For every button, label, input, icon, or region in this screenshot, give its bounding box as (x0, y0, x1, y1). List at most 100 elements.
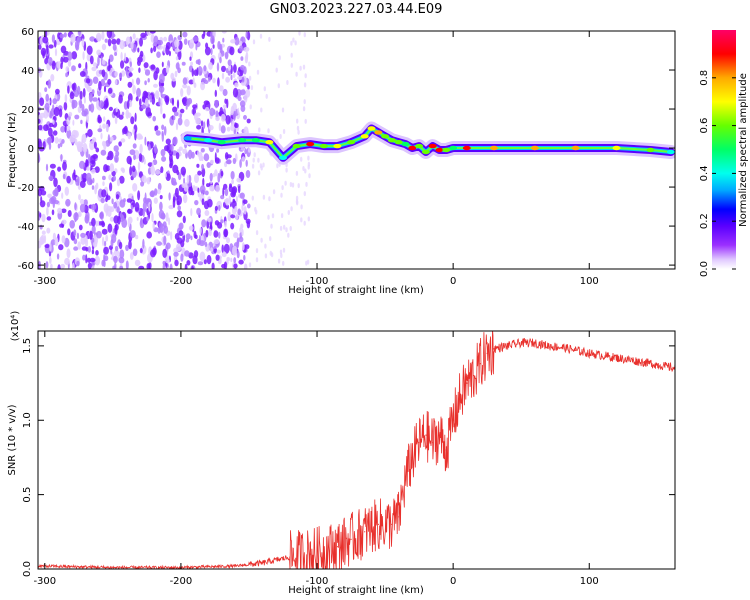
x-tick-label: 100 (580, 276, 599, 287)
snr-point (473, 375, 475, 377)
x-tick-label: 0 (450, 576, 456, 587)
colorbar-label: Normalized spectral amplitude (738, 73, 749, 227)
spectrogram-y-label: Frequency (Hz) (7, 112, 18, 188)
spectrogram-frame (37, 30, 676, 270)
y-tick-label: 20 (21, 105, 34, 116)
snr-point (643, 361, 645, 363)
snr-point (323, 550, 325, 552)
ridge-point (442, 147, 451, 153)
y-tick-label: 0.0 (22, 561, 33, 577)
x-tick-label: -200 (170, 276, 193, 287)
ridge-point (217, 140, 226, 145)
ridge-point (394, 140, 403, 145)
snr-point (438, 434, 441, 436)
snr-point (575, 349, 577, 351)
ridge-point (381, 134, 390, 139)
snr-point (364, 531, 366, 533)
snr-point (432, 442, 434, 444)
colorbar-gradient-bar (712, 30, 736, 269)
snr-point (398, 516, 400, 518)
snr-point (520, 342, 522, 344)
snr-x-ticks: -300 -200 -100 0 100 (33, 331, 599, 587)
ridge-point (204, 138, 213, 143)
ridge-point (347, 140, 356, 145)
snr-y-label: SNR (10 * v/v) (7, 404, 18, 475)
snr-point (336, 546, 338, 548)
snr-point (445, 449, 447, 451)
snr-point (507, 345, 509, 347)
snr-point (588, 352, 590, 354)
snr-y-ticks: 0.0 0.5 1.0 1.5 (22, 338, 675, 577)
colorbar-tick-label: 0.2 (699, 213, 710, 229)
snr-point (411, 456, 413, 458)
snr-point (452, 419, 454, 421)
ridge-point (238, 138, 247, 143)
x-tick-label: -200 (170, 576, 193, 587)
colorbar-tick-label: 0.4 (699, 165, 710, 181)
snr-multiplier: (x10⁴) (10, 311, 21, 342)
ridge-point (421, 149, 430, 155)
ridge-point (333, 143, 342, 149)
x-tick-label: 100 (580, 576, 599, 587)
snr-point (262, 562, 264, 564)
ridge-point (183, 136, 192, 141)
ridge-point (530, 145, 539, 151)
x-tick-label: -100 (306, 576, 329, 587)
snr-point (350, 538, 352, 540)
snr-point (309, 553, 311, 555)
snr-point (112, 566, 114, 569)
snr-point (479, 363, 481, 365)
ridge-point (408, 145, 417, 151)
ridge-point (292, 143, 301, 149)
snr-point (377, 523, 379, 526)
ridge-point (571, 145, 580, 151)
ridge-point (265, 140, 274, 145)
y-tick-label: -60 (18, 261, 34, 272)
x-tick-label: -100 (306, 276, 329, 287)
snr-point (404, 479, 407, 481)
ridge-point (387, 138, 396, 143)
snr-background (38, 331, 675, 569)
snr-point (418, 442, 420, 444)
snr-point (534, 342, 536, 344)
spectrogram-y-ticks: -60 -40 -20 0 20 40 60 (18, 27, 675, 272)
snr-point (493, 348, 495, 350)
spectrogram-x-label: Height of straight line (km) (288, 285, 424, 296)
snr-point (466, 382, 468, 384)
ridge-point (462, 145, 471, 151)
ridge-point (435, 147, 444, 153)
y-tick-label: 1.0 (22, 412, 33, 428)
y-tick-label: 0.5 (22, 487, 33, 503)
snr-x-label: Height of straight line (km) (288, 585, 424, 596)
y-tick-label: -20 (18, 183, 34, 194)
spectrogram-x-ticks: -300 -200 -100 0 100 (33, 31, 599, 287)
snr-point (234, 565, 236, 567)
x-tick-label: -300 (33, 576, 56, 587)
ridge-point (490, 145, 498, 151)
y-tick-label: 60 (21, 27, 34, 38)
ridge-point (428, 143, 437, 149)
colorbar: 0.0 0.2 0.4 0.6 0.8 Normalized spectral ampl… (699, 30, 749, 277)
colorbar-tick-label: 0.8 (699, 70, 710, 86)
ridge-point (374, 130, 383, 135)
y-tick-label: -40 (18, 222, 34, 233)
ridge-point (306, 141, 315, 147)
snr-point (615, 357, 618, 359)
y-tick-label: 0 (28, 144, 34, 155)
ridge-point (251, 138, 260, 143)
colorbar-ticks: 0.0 0.2 0.4 0.6 0.8 (699, 70, 736, 277)
snr-point (486, 352, 488, 354)
snr-point (289, 556, 291, 558)
ridge-point (360, 134, 369, 139)
ridge-point (279, 155, 287, 160)
ridge-point (612, 145, 621, 151)
colorbar-tick-label: 0.0 (699, 261, 710, 277)
ridge-point (319, 143, 328, 149)
figure-title: GN03.2023.227.03.44.E09 (269, 2, 443, 17)
x-tick-label: -300 (33, 276, 56, 287)
ridge-point (415, 143, 424, 149)
snr-point (459, 397, 461, 399)
